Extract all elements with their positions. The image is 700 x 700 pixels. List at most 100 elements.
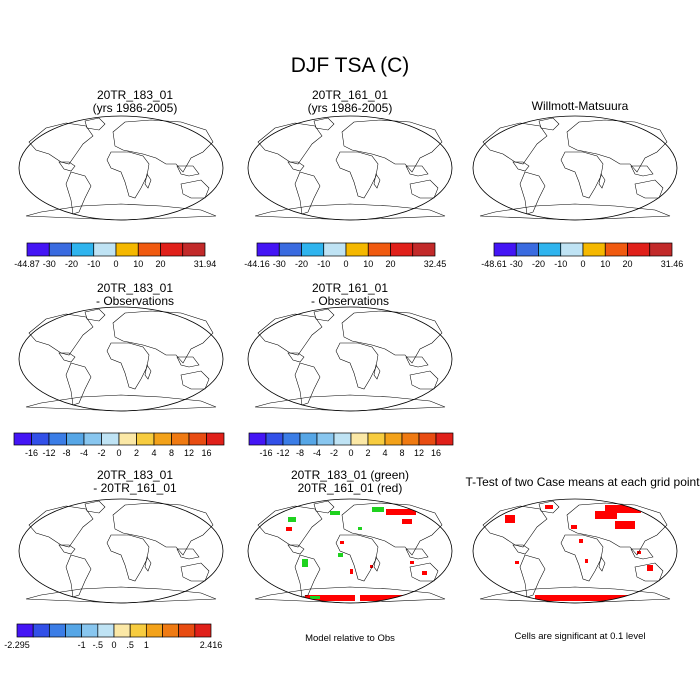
panel-title-7: 20TR_183_01 (green) 20TR_161_01 (red) xyxy=(270,469,430,495)
colorbar-tick-label: 0 xyxy=(113,259,118,269)
colorbar-box xyxy=(299,432,318,446)
colorbar-tick-label: 8 xyxy=(169,448,174,458)
colorbar-box xyxy=(367,242,391,257)
map-panel-2 xyxy=(247,115,453,221)
colorbar-tick-label: -8 xyxy=(296,448,304,458)
colorbar-box xyxy=(113,623,131,638)
panel-title-2: 20TR_161_01 (yrs 1986-2005) xyxy=(275,89,425,115)
map-panel-6 xyxy=(18,498,224,604)
colorbar-box xyxy=(515,242,539,257)
colorbar-tick-label: -20 xyxy=(295,259,308,269)
colorbar-box xyxy=(604,242,628,257)
colorbar-tick-label: 10 xyxy=(133,259,143,269)
colorbar-4: -16 -12 -8 -4 -2 0 2 4 8 12 16 xyxy=(13,432,225,458)
colorbar-box xyxy=(538,242,562,257)
colorbar-box xyxy=(384,432,403,446)
map-ocean xyxy=(248,499,452,603)
page-title: DJF TSA (C) xyxy=(290,54,410,77)
colorbar-box xyxy=(115,242,139,257)
panel-title-line: 20TR_161_01 xyxy=(311,281,389,295)
obs-cell xyxy=(370,565,373,568)
colorbar-tick-label: 8 xyxy=(399,448,404,458)
panel-title-line: (yrs 1986-2005) xyxy=(92,101,178,115)
colorbar-box xyxy=(345,242,369,257)
obs-cell xyxy=(360,595,440,601)
colorbar-box xyxy=(129,623,147,638)
model-cell xyxy=(358,527,362,530)
note-significance: Cells are significant at 0.1 level xyxy=(514,631,646,642)
colorbar-tick-label: -10 xyxy=(317,259,330,269)
colorbar-tick-label: -44.16 xyxy=(244,259,270,269)
colorbar-box xyxy=(256,242,280,257)
colorbar-box xyxy=(412,242,436,257)
colorbar-box xyxy=(493,242,517,257)
model-cell xyxy=(330,511,340,515)
colorbar-box xyxy=(649,242,673,257)
colorbar-tick-label: .5 xyxy=(126,640,134,650)
map-ocean xyxy=(248,307,452,411)
colorbar-box xyxy=(97,623,115,638)
colorbar-box xyxy=(401,432,420,446)
colorbar-box xyxy=(188,432,207,446)
map-border xyxy=(18,115,224,221)
map-panel-8 xyxy=(472,498,678,604)
colorbar-tick-label: 0 xyxy=(343,259,348,269)
panel-title-line: 20TR_183_01 xyxy=(96,281,174,295)
colorbar-tick-label: -12 xyxy=(42,448,55,458)
colorbar-tick-label: -20 xyxy=(532,259,545,269)
colorbar-tick-label: -30 xyxy=(43,259,56,269)
colorbar-box xyxy=(323,242,347,257)
colorbar-box xyxy=(66,432,85,446)
significant-cell xyxy=(579,539,583,543)
colorbar-box xyxy=(83,432,102,446)
colorbar-tick-label: 16 xyxy=(201,448,211,458)
obs-cell xyxy=(386,509,416,515)
significant-cell xyxy=(535,595,595,601)
significant-cell xyxy=(505,515,515,523)
panel-title-line: 20TR_161_01 (red) xyxy=(297,481,403,495)
colorbar-3: -48.61 -30 -20 -10 0 10 20 31.46 xyxy=(481,242,683,269)
colorbar-box xyxy=(48,623,66,638)
colorbar-tick-label: 10 xyxy=(363,259,373,269)
colorbar-tick-label: 20 xyxy=(385,259,395,269)
colorbar-tick-label: -30 xyxy=(273,259,286,269)
significant-cell xyxy=(595,595,665,601)
panel-title-line: 20TR_183_01 xyxy=(96,468,174,482)
model-cell xyxy=(310,596,320,599)
colorbar-tick-label: -2 xyxy=(330,448,338,458)
colorbar-box xyxy=(118,432,137,446)
colorbar-box xyxy=(390,242,414,257)
colorbar-box xyxy=(182,242,206,257)
colorbar-box xyxy=(194,623,212,638)
colorbar-box xyxy=(560,242,584,257)
panel-title-5: 20TR_161_01 - Observations xyxy=(275,282,425,308)
colorbar-tick-label: -30 xyxy=(510,259,523,269)
panel-title-line: (yrs 1986-2005) xyxy=(307,101,393,115)
significant-cell xyxy=(615,521,635,529)
model-cell xyxy=(288,517,296,522)
colorbar-tick-label: 0 xyxy=(111,640,116,650)
panel-title-line: 20TR_183_01 xyxy=(96,88,174,102)
colorbar-box xyxy=(171,432,190,446)
colorbar-box xyxy=(435,432,454,446)
model-cell xyxy=(372,507,384,512)
colorbar-box xyxy=(248,432,267,446)
map-panel-7 xyxy=(247,498,453,604)
colorbar-box xyxy=(71,242,95,257)
map-ocean xyxy=(473,499,677,603)
panel-title-line: - Observations xyxy=(95,294,175,308)
significant-cell xyxy=(605,505,641,513)
colorbar-tick-label: -.5 xyxy=(93,640,104,650)
colorbar-5: -16 -12 -8 -4 -2 0 2 4 8 12 16 xyxy=(248,432,454,458)
colorbar-tick-label: -4 xyxy=(313,448,321,458)
colorbar-tick-label: 10 xyxy=(600,259,610,269)
map-ocean xyxy=(473,116,677,220)
colorbar-tick-label: -1 xyxy=(78,640,86,650)
colorbar-tick-label: -16 xyxy=(259,448,272,458)
colorbar-box xyxy=(13,432,32,446)
map-panel-3 xyxy=(472,115,678,221)
colorbar-box xyxy=(265,432,284,446)
panel-title-8: T-Test of two Case means at each grid po… xyxy=(465,476,700,489)
colorbar-tick-label: -48.61 xyxy=(481,259,507,269)
colorbar-2: -44.16 -30 -20 -10 0 10 20 32.45 xyxy=(244,242,446,269)
